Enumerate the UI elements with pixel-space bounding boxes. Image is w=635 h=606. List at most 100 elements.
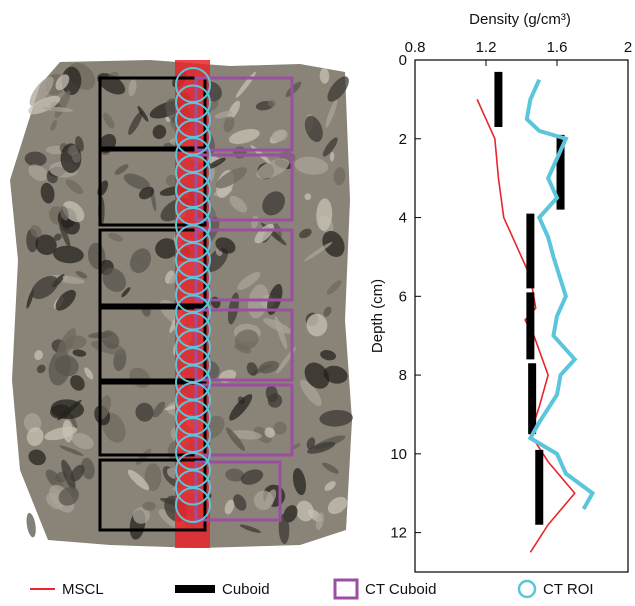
- ct-cuboid-box: [194, 228, 294, 302]
- y-axis-title: Depth (cm): [369, 279, 386, 353]
- clast: [60, 205, 69, 221]
- y-tick-label: 4: [399, 210, 407, 227]
- clast: [72, 349, 87, 357]
- clast: [128, 79, 137, 97]
- clast: [333, 167, 346, 186]
- x-tick-label: 0.8: [405, 39, 426, 56]
- x-tick-label: 1.6: [547, 39, 568, 56]
- clast: [34, 350, 44, 361]
- clast: [31, 275, 59, 299]
- clast: [152, 124, 167, 139]
- clast: [316, 198, 333, 231]
- clast: [81, 457, 95, 480]
- clast: [224, 499, 235, 515]
- ct-cuboid-box: [194, 383, 294, 457]
- clast: [36, 364, 46, 374]
- clast: [327, 496, 348, 515]
- clast: [28, 449, 46, 466]
- clast: [262, 191, 285, 216]
- y-tick-label: 8: [399, 367, 407, 384]
- clast: [322, 230, 345, 258]
- clast: [50, 120, 57, 131]
- cuboid-box: [98, 148, 207, 227]
- clast: [304, 362, 330, 389]
- cuboid-box: [98, 228, 207, 307]
- clast: [121, 287, 131, 298]
- clast: [327, 76, 349, 102]
- clast: [322, 137, 338, 157]
- clast: [264, 427, 275, 438]
- x-tick-label: 2: [624, 39, 632, 56]
- clast: [108, 232, 123, 242]
- legend-label: CT Cuboid: [365, 581, 436, 598]
- clast: [323, 306, 332, 317]
- clast: [253, 426, 272, 444]
- clast: [307, 441, 336, 454]
- clast: [273, 421, 287, 435]
- clast: [54, 355, 79, 377]
- clast: [35, 234, 57, 255]
- clast: [265, 385, 278, 403]
- clast: [215, 237, 236, 254]
- clast: [61, 459, 76, 490]
- clast: [26, 427, 44, 447]
- clast: [239, 524, 261, 533]
- clast: [271, 129, 288, 142]
- plot: 0.8 1.2 1.6 2 0 2 4 6 8 10 12: [390, 39, 632, 553]
- clast: [137, 106, 149, 122]
- clast: [246, 362, 258, 376]
- clast: [62, 275, 69, 282]
- clast: [326, 280, 342, 295]
- clast: [320, 350, 337, 361]
- clast: [65, 179, 84, 195]
- clast: [59, 222, 71, 248]
- clast: [324, 481, 336, 491]
- clast: [24, 151, 47, 167]
- clast: [262, 318, 293, 334]
- y-tick-label: 2: [399, 131, 407, 148]
- clast: [30, 225, 42, 238]
- clast: [306, 313, 328, 337]
- ct-cuboid-box: [194, 308, 294, 382]
- clast: [256, 158, 290, 179]
- ct-cuboid-box: [194, 153, 294, 222]
- clast: [223, 116, 235, 133]
- clast: [303, 241, 333, 262]
- clast: [227, 100, 240, 120]
- clast: [294, 156, 329, 175]
- clast: [319, 68, 330, 84]
- clast: [329, 151, 335, 162]
- clast: [42, 106, 74, 112]
- y-tick-label: 12: [390, 525, 407, 542]
- clast: [138, 186, 155, 200]
- clast: [240, 469, 264, 485]
- clast: [205, 157, 226, 170]
- clast: [40, 182, 55, 204]
- clast: [267, 99, 276, 107]
- clast: [300, 379, 322, 406]
- clast: [102, 267, 127, 292]
- clast: [68, 144, 79, 156]
- clast: [58, 487, 79, 506]
- clast: [28, 164, 48, 182]
- clast: [62, 419, 73, 443]
- overlays: [98, 60, 294, 548]
- legend: MSCL Cuboid CT Cuboid CT ROI: [30, 578, 594, 600]
- clast: [84, 367, 94, 380]
- clast: [325, 98, 338, 128]
- clast: [233, 494, 247, 511]
- legend-label: MSCL: [62, 581, 104, 598]
- clast: [53, 245, 84, 264]
- y-tick-label: 0: [399, 52, 407, 69]
- clast: [323, 365, 348, 384]
- clast: [315, 512, 325, 530]
- clast: [292, 443, 301, 449]
- x-tick-label: 1.2: [476, 39, 497, 56]
- clast: [215, 167, 248, 189]
- clast: [322, 462, 339, 474]
- ct-roi-circle: [175, 469, 211, 506]
- clast: [152, 401, 166, 418]
- clast: [132, 507, 150, 524]
- clast: [155, 238, 178, 259]
